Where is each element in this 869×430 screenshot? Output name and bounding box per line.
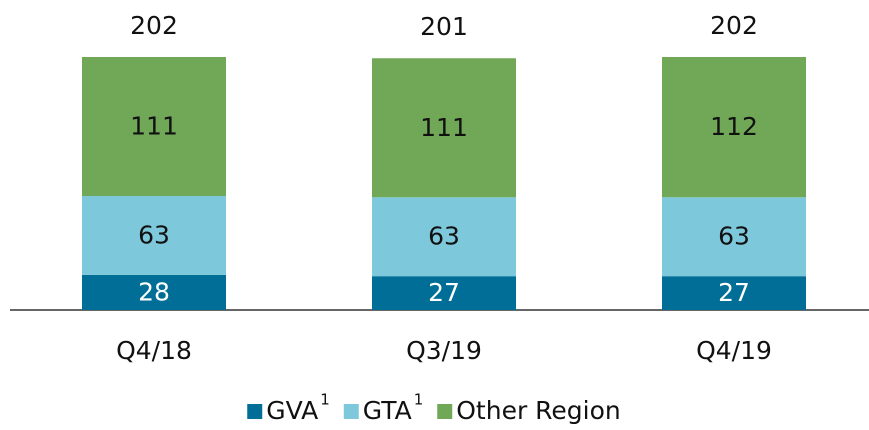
legend: GVA 1 GTA 1 Other Region xyxy=(247,391,621,425)
bar-segment xyxy=(372,276,516,310)
value-label: 63 xyxy=(138,220,170,249)
bar-segment xyxy=(372,197,516,277)
value-label: 111 xyxy=(420,113,468,142)
value-label: 27 xyxy=(428,278,460,307)
bar-segment xyxy=(662,56,806,198)
legend-superscript: 1 xyxy=(414,391,424,409)
value-label: 28 xyxy=(138,277,170,306)
legend-swatch xyxy=(343,404,359,419)
legend-superscript: 1 xyxy=(320,391,330,409)
x-tick-label: Q3/19 xyxy=(406,336,482,365)
legend-swatch xyxy=(247,404,263,419)
x-tick-label: Q4/18 xyxy=(116,336,192,365)
value-label: 63 xyxy=(718,222,750,251)
bar-segment xyxy=(662,276,806,310)
value-label: 112 xyxy=(710,112,758,141)
legend-swatch xyxy=(437,404,453,419)
legend-label: Other Region xyxy=(456,396,621,425)
bar-segment xyxy=(82,56,226,197)
value-label: 111 xyxy=(130,112,178,141)
bar-segment xyxy=(372,58,516,198)
legend-label: GTA xyxy=(363,396,412,425)
x-tick-label: Q4/19 xyxy=(696,336,772,365)
bar-segment xyxy=(662,197,806,277)
value-label: 27 xyxy=(718,278,750,307)
total-label: 201 xyxy=(420,12,468,41)
value-label: 63 xyxy=(428,222,460,251)
total-label: 202 xyxy=(710,11,758,40)
bar-segment xyxy=(82,196,226,275)
total-label: 202 xyxy=(130,11,178,40)
bar-segment xyxy=(82,274,226,310)
legend-label: GVA xyxy=(266,396,318,425)
